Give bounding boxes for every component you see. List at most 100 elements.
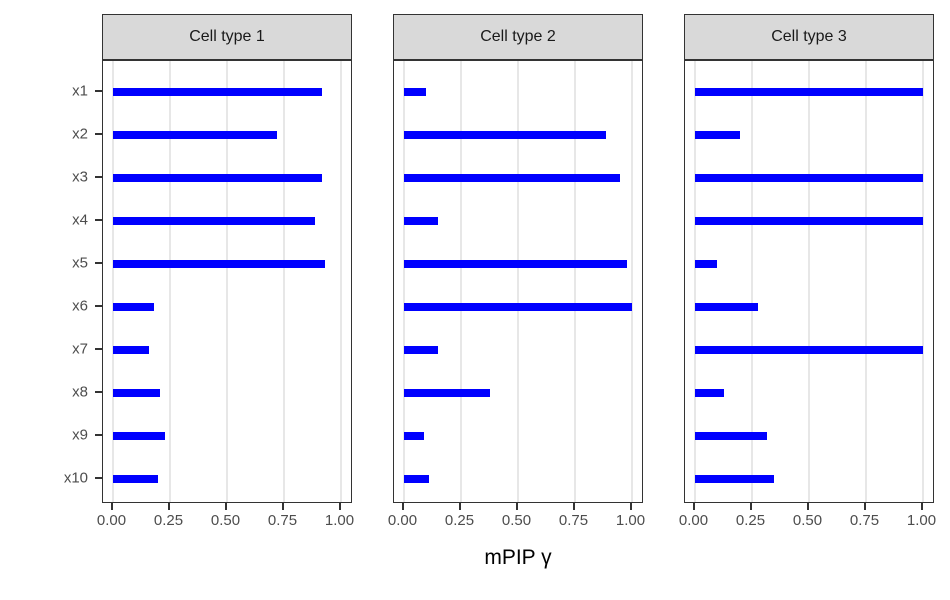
bar-cell-type-3-x6 — [694, 303, 759, 311]
y-tick-mark — [95, 133, 102, 135]
bar-cell-type-3-x2 — [694, 131, 741, 139]
y-axis: x1 x2 x3 x4 x5 x6 x7 x8 x9 x10 — [0, 60, 102, 503]
x-axis: 0.00 0.25 0.50 0.75 1.00 — [679, 503, 936, 553]
bar-cell-type-2-x3 — [403, 174, 621, 182]
bar-cell-type-1-x2 — [112, 131, 277, 139]
gridline — [168, 61, 171, 502]
bar-cell-type-1-x10 — [112, 475, 159, 483]
x-tick-label: 0.75 — [558, 512, 589, 529]
bar-cell-type-3-x7 — [694, 346, 923, 354]
gridline — [459, 61, 462, 502]
gridline — [807, 61, 810, 502]
bar-cell-type-1-x4 — [112, 217, 316, 225]
y-tick-label: x2 — [72, 125, 88, 143]
gridline — [630, 61, 633, 502]
x-tick-mark — [281, 503, 284, 510]
x-tick-label: 0.50 — [792, 512, 823, 529]
x-tick-mark — [338, 503, 341, 510]
gridline — [921, 61, 924, 502]
bar-cell-type-1-x1 — [112, 88, 323, 96]
bar-cell-type-1-x9 — [112, 432, 165, 440]
y-tick-mark — [95, 434, 102, 436]
y-tick-label: x10 — [63, 469, 88, 487]
x-tick-label: 1.00 — [906, 512, 937, 529]
gridline — [693, 61, 696, 502]
y-tick-mark — [95, 176, 102, 178]
x-tick-mark — [692, 503, 695, 510]
y-tick-mark — [95, 90, 102, 92]
bar-cell-type-3-x3 — [694, 174, 923, 182]
x-tick-label: 1.00 — [615, 512, 646, 529]
y-tick-label: x7 — [72, 340, 88, 358]
bar-cell-type-3-x4 — [694, 217, 923, 225]
x-tick-mark — [572, 503, 575, 510]
facet-strip: Cell type 1 — [102, 14, 352, 60]
y-tick-label: x3 — [72, 168, 88, 186]
facet-strip: Cell type 2 — [393, 14, 643, 60]
x-tick-mark — [458, 503, 461, 510]
bar-cell-type-2-x7 — [403, 346, 438, 354]
bar-cell-type-2-x4 — [403, 217, 438, 225]
y-tick-mark — [95, 305, 102, 307]
bar-cell-type-2-x9 — [403, 432, 425, 440]
facet-cell-type-1: Cell type 1 0.00 0.25 0.50 0.75 1.00 — [97, 0, 354, 600]
x-tick-mark — [401, 503, 404, 510]
bar-cell-type-2-x1 — [403, 88, 427, 96]
x-axis: 0.00 0.25 0.50 0.75 1.00 — [97, 503, 354, 553]
x-tick-label: 0.25 — [735, 512, 766, 529]
x-tick-mark — [863, 503, 866, 510]
y-tick-mark — [95, 262, 102, 264]
x-tick-label: 0.25 — [153, 512, 184, 529]
bar-cell-type-1-x6 — [112, 303, 154, 311]
y-tick-mark — [95, 219, 102, 221]
x-tick-mark — [515, 503, 518, 510]
x-axis-title: mPIP γ — [484, 546, 552, 569]
x-tick-mark — [806, 503, 809, 510]
gridline — [864, 61, 867, 502]
x-tick-label: 0.00 — [678, 512, 709, 529]
bar-cell-type-2-x10 — [403, 475, 429, 483]
facet-cell-type-3: Cell type 3 0.00 0.25 0.50 0.75 1.00 — [679, 0, 936, 600]
x-tick-label: 0.50 — [210, 512, 241, 529]
bar-cell-type-1-x3 — [112, 174, 323, 182]
plot-panel — [102, 60, 352, 503]
y-tick-mark — [95, 348, 102, 350]
x-tick-label: 0.25 — [444, 512, 475, 529]
x-tick-mark — [749, 503, 752, 510]
bar-cell-type-1-x8 — [112, 389, 161, 397]
y-tick-mark — [95, 477, 102, 479]
y-tick-label: x5 — [72, 254, 88, 272]
gridline — [225, 61, 228, 502]
x-tick-mark — [167, 503, 170, 510]
x-tick-label: 0.50 — [501, 512, 532, 529]
y-tick-label: x1 — [72, 82, 88, 100]
bar-cell-type-2-x6 — [403, 303, 632, 311]
facet-strip: Cell type 3 — [684, 14, 934, 60]
x-tick-mark — [629, 503, 632, 510]
y-tick-mark — [95, 391, 102, 393]
bar-cell-type-1-x7 — [112, 346, 149, 354]
x-tick-label: 1.00 — [324, 512, 355, 529]
gridline — [402, 61, 405, 502]
bar-cell-type-3-x9 — [694, 432, 768, 440]
x-axis: 0.00 0.25 0.50 0.75 1.00 — [388, 503, 645, 553]
facet-cell-type-2: Cell type 2 0.00 0.25 0.50 0.75 1.00 — [388, 0, 645, 600]
gridline — [573, 61, 576, 502]
plot-panel — [684, 60, 934, 503]
x-tick-label: 0.75 — [267, 512, 298, 529]
gridline — [750, 61, 753, 502]
bar-cell-type-2-x2 — [403, 131, 607, 139]
bar-cell-type-1-x5 — [112, 260, 325, 268]
bar-cell-type-3-x5 — [694, 260, 718, 268]
y-tick-label: x9 — [72, 426, 88, 444]
gridline — [516, 61, 519, 502]
gridline — [339, 61, 342, 502]
x-tick-label: 0.00 — [387, 512, 418, 529]
plot-panel — [393, 60, 643, 503]
gridline — [111, 61, 114, 502]
bar-cell-type-2-x5 — [403, 260, 627, 268]
bar-cell-type-2-x8 — [403, 389, 491, 397]
x-tick-mark — [920, 503, 923, 510]
bar-cell-type-3-x1 — [694, 88, 923, 96]
